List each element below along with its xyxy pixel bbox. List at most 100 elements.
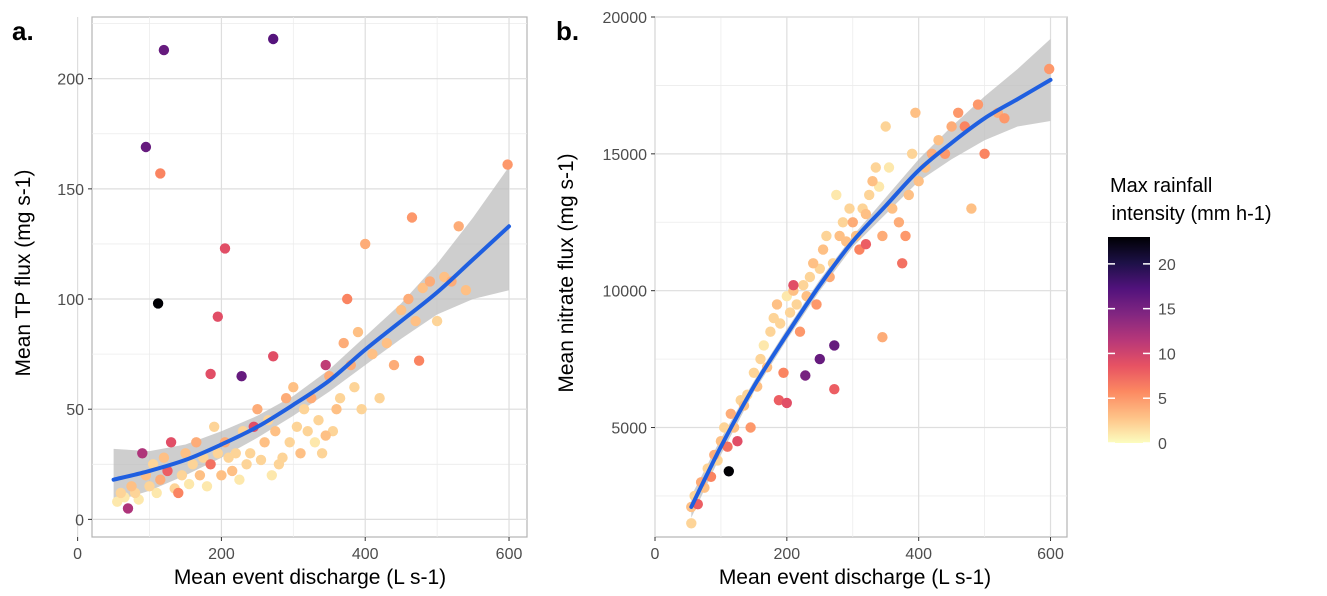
data-point <box>460 285 472 296</box>
data-point <box>897 258 908 269</box>
data-point <box>814 353 825 365</box>
data-point <box>821 230 832 242</box>
fit-line <box>111 224 511 482</box>
data-point <box>788 280 799 291</box>
data-point <box>953 107 964 119</box>
data-point <box>775 318 786 329</box>
data-point <box>867 176 878 187</box>
data-point <box>230 448 241 459</box>
data-point <box>966 203 977 214</box>
data-point <box>831 189 842 201</box>
legend-title-line2: intensity (mm h-1) <box>1106 203 1272 225</box>
data-point <box>999 113 1010 124</box>
x-tick-label: 600 <box>1037 546 1064 563</box>
y-tick-label: 15000 <box>603 147 648 164</box>
data-point <box>431 315 443 327</box>
y-tick-label: 150 <box>57 182 84 199</box>
data-point <box>280 393 292 404</box>
data-point <box>144 481 155 492</box>
data-point <box>719 422 730 433</box>
data-point <box>722 441 733 452</box>
data-point <box>212 448 223 459</box>
panel-b-y-axis-title: Mean nitrate flux (mg s-1) <box>555 153 578 392</box>
panel-a-x-axis-title: Mean event discharge (L s-1) <box>174 566 446 589</box>
data-point <box>155 474 166 485</box>
x-tick-label: 200 <box>208 546 235 563</box>
fit-line <box>689 77 1053 509</box>
data-point <box>140 141 152 153</box>
data-point <box>778 367 789 378</box>
data-point <box>155 168 166 179</box>
x-tick-label: 600 <box>496 546 523 563</box>
data-point <box>331 404 342 415</box>
data-point <box>212 311 223 322</box>
data-point <box>403 293 414 305</box>
data-point <box>424 276 436 287</box>
data-point <box>342 293 353 305</box>
data-point <box>829 340 840 351</box>
data-point <box>115 487 127 499</box>
data-point <box>245 448 256 459</box>
data-point <box>126 481 137 492</box>
data-point <box>877 230 888 242</box>
data-point <box>309 437 321 448</box>
data-point <box>755 353 766 365</box>
data-point <box>360 238 371 250</box>
x-tick-label: 0 <box>651 546 660 563</box>
data-point <box>748 367 760 378</box>
panel-a-tp-flux: a. 0 200 400 600 0 50 100 150 200 Mean event dis… <box>12 16 528 589</box>
data-point <box>870 162 881 173</box>
panel-a-plot-area: 0 200 400 600 0 50 100 150 200 <box>57 16 528 563</box>
panel-b-nitrate-flux: b. 0 200 400 600 5000 10000 15000 20000 Mean ev… <box>555 10 1068 589</box>
data-point <box>1044 63 1055 75</box>
data-point <box>295 448 306 459</box>
data-point <box>829 384 840 395</box>
data-point <box>388 359 400 371</box>
legend-colorbar <box>1108 237 1150 443</box>
data-point <box>887 203 898 214</box>
data-point <box>406 212 418 223</box>
y-tick-label: 0 <box>75 512 84 529</box>
data-point <box>259 437 270 448</box>
data-point <box>410 315 421 327</box>
y-tick-label: 10000 <box>603 284 648 301</box>
data-point <box>800 370 811 381</box>
panel-a-label: a. <box>12 16 34 46</box>
data-point <box>255 454 267 466</box>
data-point <box>201 481 213 492</box>
data-point <box>291 421 303 432</box>
data-point <box>933 135 944 146</box>
data-point <box>268 33 279 45</box>
data-point <box>860 208 872 220</box>
color-legend: Max rainfall intensity (mm h-1) 0 5 10 15 20 <box>1106 175 1272 453</box>
data-point <box>187 459 198 470</box>
data-point <box>811 299 822 310</box>
data-point <box>227 465 238 477</box>
data-point <box>906 148 918 159</box>
data-point <box>745 422 756 433</box>
y-tick-label: 100 <box>57 292 84 309</box>
data-point <box>288 382 299 393</box>
data-point <box>268 351 279 362</box>
y-tick-label: 50 <box>66 402 84 419</box>
data-point <box>794 326 806 337</box>
data-point <box>122 503 134 514</box>
data-point <box>234 474 245 485</box>
data-point <box>502 159 513 170</box>
data-point <box>900 230 911 242</box>
data-point <box>252 404 263 415</box>
data-point <box>798 280 809 291</box>
data-point <box>180 448 191 459</box>
data-point <box>298 404 310 415</box>
data-point <box>453 221 464 232</box>
data-point <box>302 426 313 437</box>
data-point <box>817 244 829 255</box>
data-point <box>808 258 819 269</box>
data-point <box>194 470 206 481</box>
legend-ticks: 0 5 10 15 20 <box>1108 257 1176 453</box>
panel-a-y-axis-title: Mean TP flux (mg s-1) <box>12 170 35 377</box>
panel-b-label: b. <box>556 16 579 46</box>
data-point <box>266 470 277 481</box>
legend-tick-label: 0 <box>1158 436 1167 453</box>
